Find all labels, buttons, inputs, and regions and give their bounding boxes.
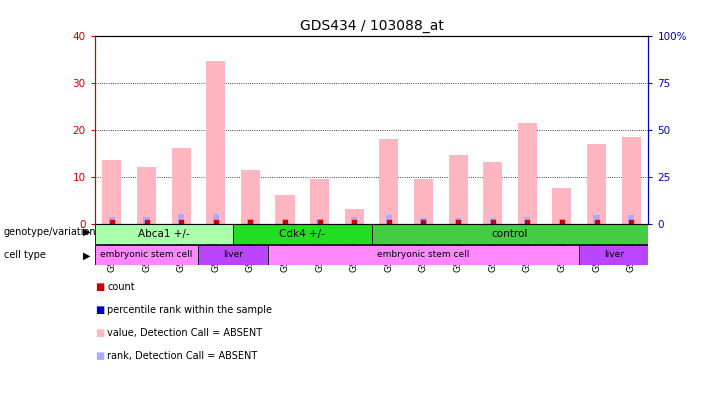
Bar <box>379 139 398 224</box>
Text: rank, Detection Call = ABSENT: rank, Detection Call = ABSENT <box>107 351 257 361</box>
Text: liver: liver <box>604 250 624 259</box>
Text: Cdk4 +/-: Cdk4 +/- <box>280 229 325 239</box>
Text: embryonic stem cell: embryonic stem cell <box>100 250 193 259</box>
Bar <box>351 217 358 224</box>
Text: cell type: cell type <box>4 250 46 261</box>
Text: ■: ■ <box>95 351 104 361</box>
Text: ■: ■ <box>95 328 104 338</box>
Bar <box>483 162 502 224</box>
Bar <box>455 218 461 224</box>
Text: ▶: ▶ <box>83 227 90 237</box>
Bar <box>587 144 606 224</box>
Bar <box>316 219 322 224</box>
Bar <box>414 179 433 224</box>
Bar <box>552 188 571 224</box>
Bar <box>282 219 288 224</box>
Text: genotype/variation: genotype/variation <box>4 227 96 237</box>
Bar <box>172 148 191 224</box>
Text: liver: liver <box>223 250 243 259</box>
Text: ■: ■ <box>95 282 104 292</box>
Bar <box>241 169 260 224</box>
Bar <box>275 195 294 224</box>
Text: embryonic stem cell: embryonic stem cell <box>377 250 470 259</box>
Bar <box>559 219 565 224</box>
Bar <box>593 215 599 224</box>
Text: ■: ■ <box>95 305 104 315</box>
Bar <box>95 224 233 244</box>
Bar <box>518 122 537 224</box>
Bar <box>233 224 372 244</box>
Bar <box>489 218 496 224</box>
Bar <box>109 217 115 224</box>
Bar <box>449 156 468 224</box>
Text: percentile rank within the sample: percentile rank within the sample <box>107 305 272 315</box>
Bar <box>206 61 225 224</box>
Bar <box>628 215 634 224</box>
Bar <box>144 217 150 224</box>
Bar <box>268 245 579 265</box>
Bar <box>95 245 198 265</box>
Title: GDS434 / 103088_at: GDS434 / 103088_at <box>299 19 444 33</box>
Bar <box>102 160 121 224</box>
Bar <box>372 224 648 244</box>
Text: value, Detection Call = ABSENT: value, Detection Call = ABSENT <box>107 328 262 338</box>
Text: ▶: ▶ <box>83 250 90 261</box>
Text: Abca1 +/-: Abca1 +/- <box>138 229 190 239</box>
Text: count: count <box>107 282 135 292</box>
Bar <box>247 219 254 224</box>
Text: control: control <box>492 229 528 239</box>
Bar <box>310 179 329 224</box>
Bar <box>345 209 364 224</box>
Bar <box>622 137 641 224</box>
Bar <box>421 218 427 224</box>
Bar <box>198 245 268 265</box>
Bar <box>386 215 392 224</box>
Bar <box>579 245 648 265</box>
Bar <box>178 214 184 224</box>
Bar <box>212 214 219 224</box>
Bar <box>137 167 156 224</box>
Bar <box>524 217 531 224</box>
